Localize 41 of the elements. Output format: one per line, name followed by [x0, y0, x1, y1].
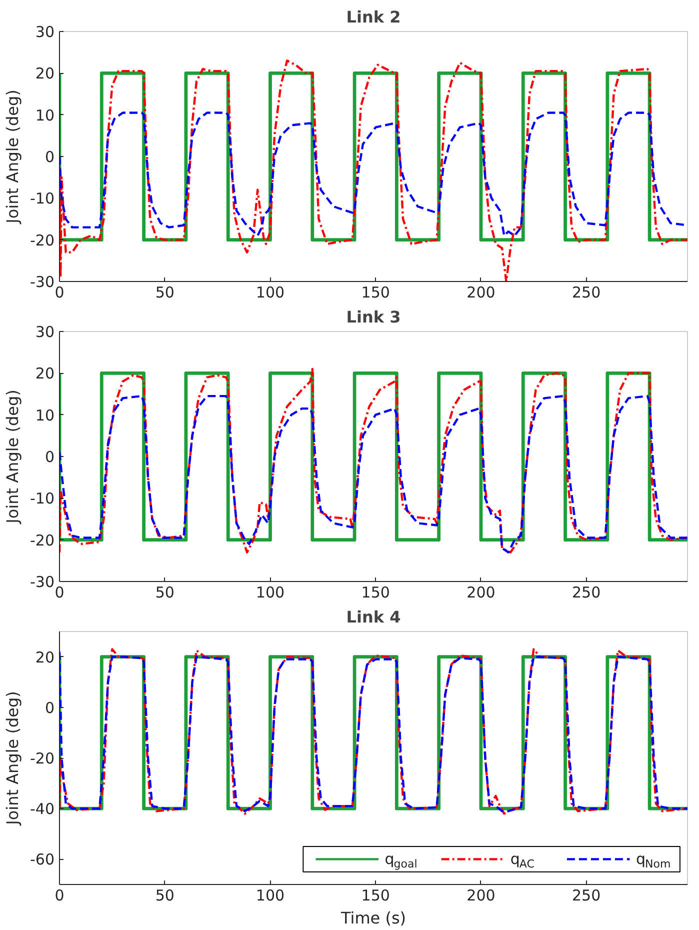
y-axis-title: Joint Angle (deg) — [3, 691, 22, 826]
y-tick-label: 30 — [35, 23, 55, 41]
x-tick-label: 50 — [155, 886, 174, 904]
x-tick-label: 150 — [361, 584, 390, 602]
y-tick-label: -10 — [30, 490, 54, 508]
chart-title: Link 4 — [346, 608, 401, 626]
x-tick-label: 200 — [466, 284, 496, 302]
y-tick-label: -40 — [30, 800, 54, 818]
y-tick-label: -30 — [30, 273, 54, 291]
y-axis-title: Joint Angle (deg) — [3, 390, 22, 524]
y-tick-label: 20 — [35, 64, 55, 83]
y-tick-label: -20 — [30, 531, 54, 550]
chart-title: Link 2 — [346, 8, 401, 26]
x-tick-label: 250 — [572, 584, 601, 602]
chart-title: Link 3 — [346, 308, 401, 326]
y-axis-title: Joint Angle (deg) — [3, 90, 22, 224]
x-tick-label: 50 — [155, 284, 174, 302]
y-tick-label: -30 — [30, 573, 54, 591]
x-tick-label: 100 — [256, 284, 285, 302]
x-tick-label: 150 — [361, 886, 390, 904]
y-tick-label: 10 — [35, 406, 55, 424]
y-tick-label: -10 — [30, 190, 54, 208]
x-tick-label: 200 — [466, 584, 496, 602]
x-tick-label: 100 — [256, 886, 285, 904]
x-tick-label: 250 — [572, 886, 601, 904]
y-tick-label: -60 — [30, 850, 54, 869]
x-tick-label: 200 — [466, 886, 496, 904]
x-tick-label: 100 — [256, 584, 285, 602]
y-tick-label: 0 — [44, 448, 55, 466]
x-axis-title: Time (s) — [340, 908, 406, 928]
y-tick-label: 0 — [44, 148, 55, 166]
y-tick-label: 20 — [35, 648, 55, 666]
y-tick-label: 20 — [35, 364, 55, 383]
y-tick-label: 30 — [35, 323, 55, 341]
x-tick-label: 150 — [361, 284, 390, 302]
y-tick-label: 0 — [44, 698, 55, 717]
y-tick-label: 10 — [35, 106, 55, 124]
y-tick-label: -20 — [30, 231, 54, 250]
x-tick-label: 250 — [572, 284, 601, 302]
x-tick-label: 50 — [155, 584, 174, 602]
y-tick-label: -20 — [30, 750, 54, 768]
